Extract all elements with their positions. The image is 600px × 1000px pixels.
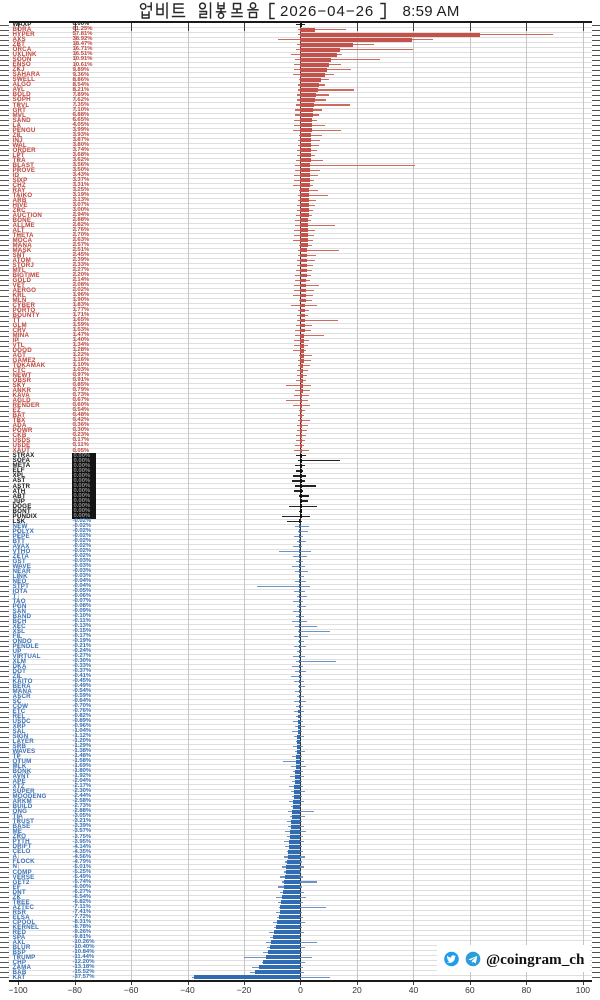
svg-text:2026−04−26: 2026−04−26 [280, 3, 374, 20]
svg-text:@coingram_ch: @coingram_ch [486, 951, 585, 968]
svg-text:8:59 AM: 8:59 AM [403, 3, 460, 20]
